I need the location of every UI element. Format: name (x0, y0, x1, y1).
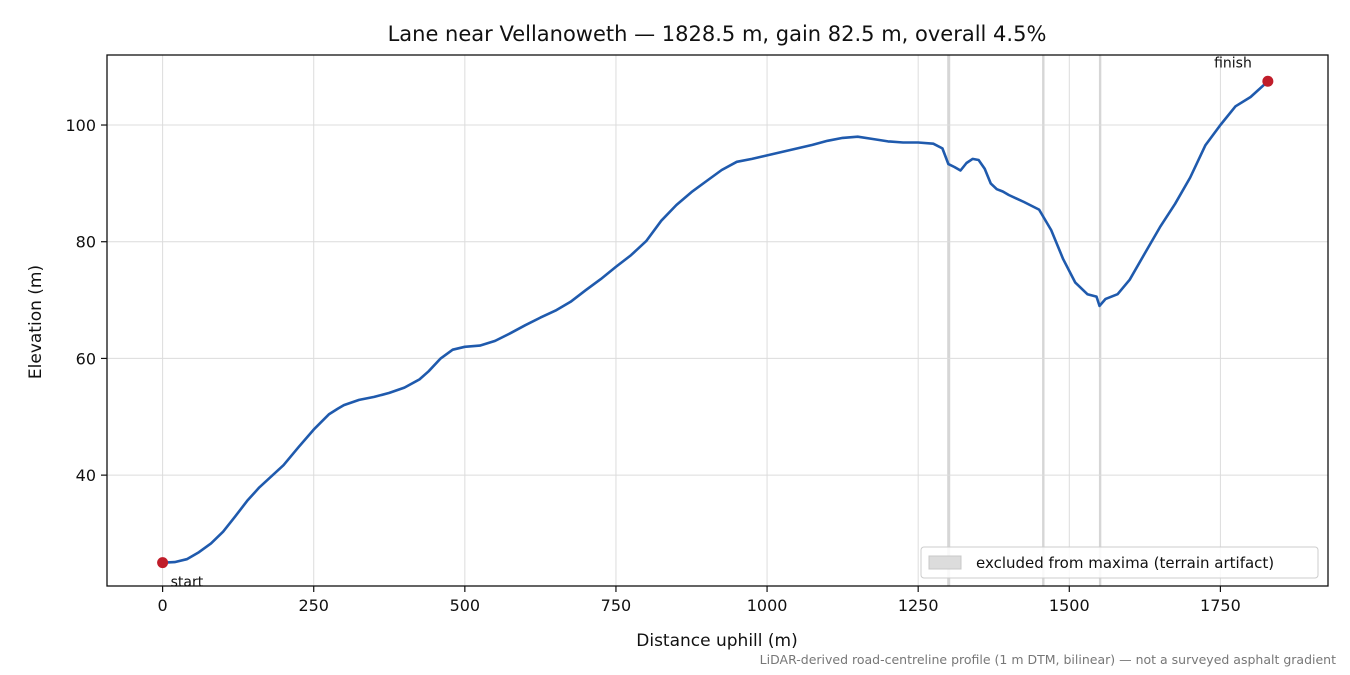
x-tick-label: 250 (298, 596, 329, 615)
y-tick-label: 80 (76, 233, 96, 252)
x-tick-label: 1750 (1200, 596, 1241, 615)
finish-label: finish (1214, 55, 1252, 71)
plot-area: start finish (106, 54, 1329, 591)
y-axis-label: Elevation (m) (26, 265, 46, 379)
legend-box (920, 546, 1319, 579)
x-axis-ticks: 0 250 500 750 1000 1250 1500 1750 (158, 586, 1241, 615)
footnote: LiDAR-derived road-centreline profile (1… (760, 652, 1336, 667)
excluded-band-0 (947, 55, 951, 586)
chart-title: Lane near Vellanoweth — 1828.5 m, gain 8… (388, 22, 1047, 46)
x-tick-label: 1250 (898, 596, 939, 615)
y-tick-label: 40 (76, 466, 96, 485)
legend: excluded from maxima (terrain artifact) (920, 546, 1319, 579)
x-tick-label: 1000 (747, 596, 788, 615)
x-axis-label: Distance uphill (m) (636, 631, 797, 651)
excluded-band-2 (1098, 55, 1102, 586)
x-tick-label: 500 (450, 596, 481, 615)
x-tick-label: 0 (158, 596, 168, 615)
x-tick-label: 750 (601, 596, 632, 615)
x-tick-label: 1500 (1049, 596, 1090, 615)
start-marker (157, 557, 169, 569)
start-label: start (171, 575, 204, 591)
legend-label: excluded from maxima (terrain artifact) (976, 554, 1274, 572)
endpoint-markers: start finish (157, 55, 1274, 591)
legend-swatch (928, 555, 962, 570)
y-tick-label: 100 (65, 116, 96, 135)
excluded-band-1 (1042, 55, 1045, 586)
y-tick-label: 60 (76, 349, 96, 368)
y-axis-ticks: 40 60 80 100 (65, 116, 107, 485)
elevation-line (162, 80, 1269, 564)
grid-lines (107, 55, 1328, 586)
finish-marker (1262, 75, 1274, 87)
excluded-bands (947, 55, 1102, 586)
plot-frame (106, 54, 1329, 587)
